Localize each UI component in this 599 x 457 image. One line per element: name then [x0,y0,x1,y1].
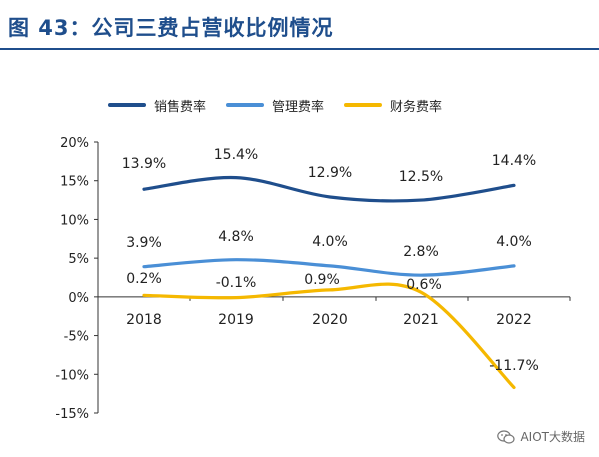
legend-swatch-admin [226,103,265,107]
series-line-admin [142,258,516,277]
legend-label-sales: 销售费率 [154,99,207,115]
data-label-sales: 15.4% [214,147,258,163]
data-label-sales: 12.5% [399,169,443,185]
data-label-finance: 0.6% [406,277,442,293]
data-label-finance: 0.2% [126,271,162,287]
watermark-text: AIOT大数据 [520,430,585,444]
watermark: AIOT大数据 [497,428,585,445]
legend-item-finance: 财务费率 [344,96,442,115]
y-tick-label: -10% [55,368,89,383]
y-tick-label: 0% [68,291,89,306]
y-tick-label: -15% [55,407,89,422]
data-label-sales: 12.9% [308,165,352,181]
data-label-finance: -11.7% [489,358,539,374]
x-tick-label: 2019 [218,312,254,328]
legend-item-sales: 销售费率 [108,96,206,115]
x-tick-label: 2022 [496,312,532,328]
data-label-finance: -0.1% [216,275,257,291]
data-label-sales: 13.9% [122,156,166,172]
data-label-admin: 4.0% [496,234,532,250]
legend-item-admin: 管理费率 [226,96,324,115]
chart-legend: 销售费率 管理费率 财务费率 [108,95,442,115]
figure-title: 图 43：公司三费占营收比例情况 [8,16,334,40]
legend-swatch-sales [108,103,146,107]
wechat-icon [497,429,516,444]
x-tick-label: 2018 [126,312,162,328]
y-tick-label: 5% [68,252,89,267]
legend-label-finance: 财务费率 [390,99,443,115]
y-tick-label: -5% [64,330,89,345]
y-tick-label: 20% [60,136,89,151]
x-tick-label: 2020 [312,312,348,328]
series-line-finance [142,282,516,390]
data-label-finance: 0.9% [304,272,340,288]
data-label-admin: 2.8% [403,244,439,260]
legend-label-admin: 管理费率 [272,99,325,115]
data-label-admin: 4.8% [218,229,254,245]
data-label-admin: 3.9% [126,235,162,251]
y-tick-label: 15% [60,175,89,190]
y-tick-label: 10% [60,213,89,228]
series-line-sales [142,175,516,203]
x-tick-label: 2021 [403,312,439,328]
data-label-admin: 4.0% [312,234,348,250]
data-label-sales: 14.4% [492,153,536,169]
title-divider [0,48,599,50]
legend-swatch-finance [344,103,383,107]
